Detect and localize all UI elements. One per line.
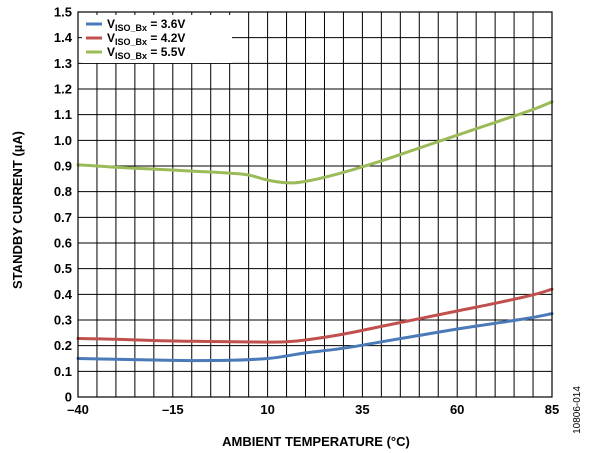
y-tick-label: 0.2 [54, 338, 72, 353]
y-tick-label: 1.1 [54, 107, 72, 122]
x-tick-label: 10 [260, 402, 274, 417]
y-tick-label: 0.1 [54, 364, 72, 379]
x-tick-label: –15 [162, 402, 184, 417]
y-tick-label: 0.4 [54, 287, 73, 302]
legend-box [82, 15, 232, 63]
series-line-2 [76, 287, 554, 344]
y-tick-label: 1.4 [54, 30, 73, 45]
y-axis-title: STANDBY CURRENT (µA) [10, 131, 25, 289]
y-tick-label: 0.9 [54, 159, 72, 174]
x-tick-label: 85 [545, 402, 559, 417]
legend-entry-1: VISO_Bx = 3.6V [107, 17, 185, 33]
series-line-1 [76, 312, 554, 363]
x-tick-label: –40 [67, 402, 89, 417]
y-tick-label: 0.7 [54, 210, 72, 225]
y-tick-label: 1.2 [54, 82, 72, 97]
legend-entry-2: VISO_Bx = 4.2V [107, 31, 185, 47]
x-tick-labels: –40 –15 10 35 60 85 [67, 402, 559, 417]
plot-frame [77, 11, 553, 398]
x-tick-label: 60 [450, 402, 464, 417]
y-tick-labels: 0 0.1 0.2 0.3 0.4 0.5 0.6 0.7 0.8 0.9 1.0 1.1 1.2 1.3… [54, 5, 73, 405]
series-layer [76, 100, 554, 363]
y-tick-label: 1.5 [54, 5, 72, 20]
y-tick-label: 0.5 [54, 261, 72, 276]
y-tick-label: 1.3 [54, 56, 72, 71]
series-line-3 [76, 100, 554, 185]
y-tick-label: 1.0 [54, 133, 72, 148]
y-tick-label: 0.3 [54, 313, 72, 328]
legend-entry-3: VISO_Bx = 5.5V [107, 45, 185, 61]
y-tick-label: 0.6 [54, 236, 72, 251]
y-tick-label: 0.8 [54, 184, 72, 199]
y-tick-label: 0 [65, 390, 72, 405]
x-axis-title: AMBIENT TEMPERATURE (°C) [222, 434, 410, 449]
figure-id: 10806-014 [572, 386, 583, 434]
x-tick-label: 35 [355, 402, 369, 417]
